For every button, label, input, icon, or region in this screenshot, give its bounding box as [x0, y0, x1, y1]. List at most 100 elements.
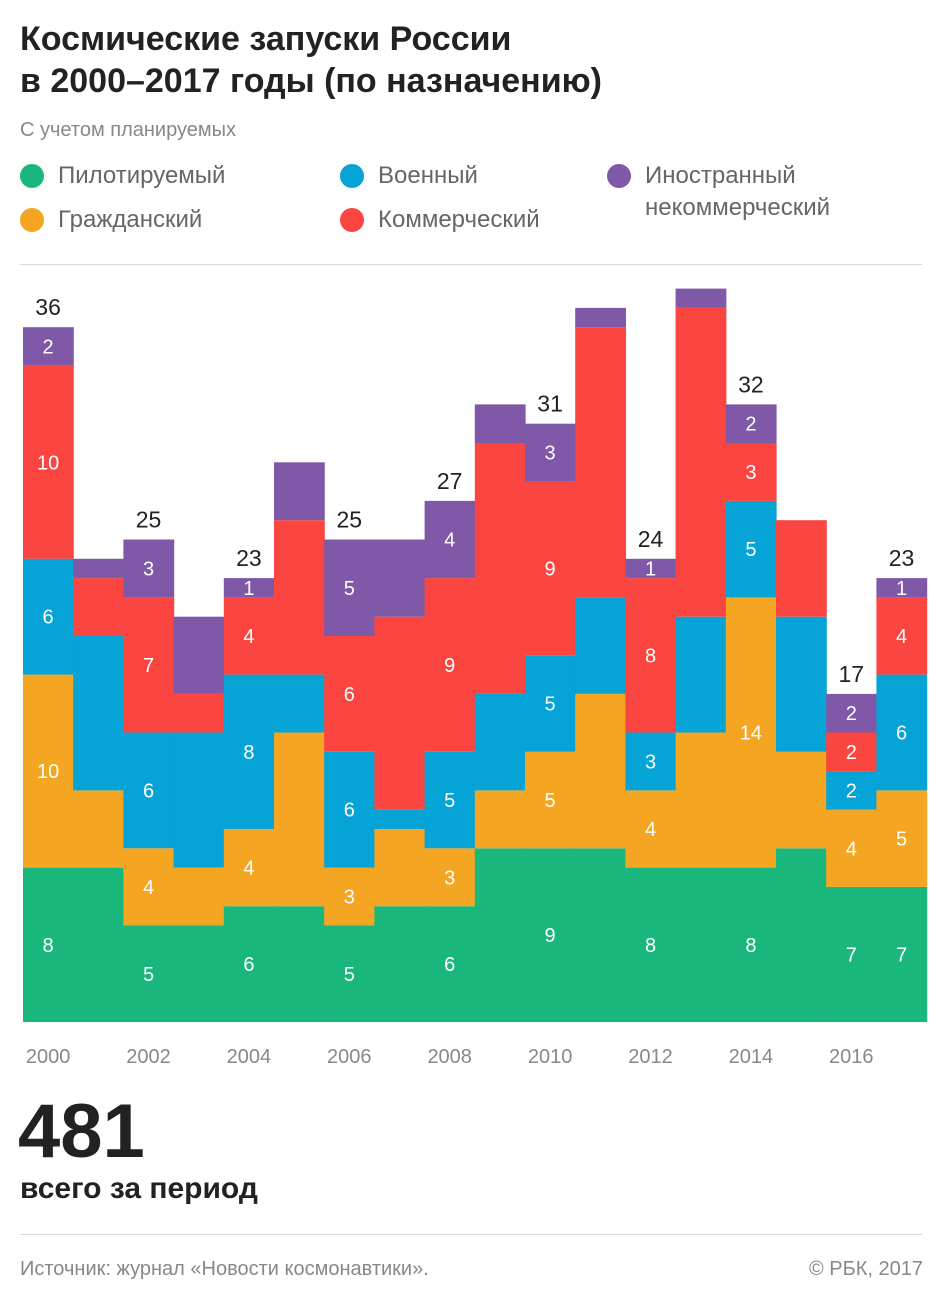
x-tick-label-2000: 2000	[26, 1046, 71, 1068]
bar-segment-2015-0	[776, 848, 827, 1022]
data-label-2012-4: 1	[645, 558, 656, 580]
data-label-2002-3: 7	[143, 655, 154, 677]
bar-segment-2004-0	[223, 906, 275, 1022]
bar-segment-2016-1	[826, 809, 877, 887]
data-label-2000-1: 10	[37, 761, 59, 783]
data-label-2008-2: 5	[444, 790, 455, 812]
bar-segment-2014-0	[725, 867, 777, 1022]
data-label-2000-2: 6	[43, 607, 54, 629]
data-label-2004-1: 4	[243, 858, 254, 880]
data-label-2010-2: 5	[545, 694, 556, 716]
bar-segment-2010-0	[525, 848, 576, 1022]
bar-segment-2016-0	[826, 886, 877, 1022]
total-label-2017: 23	[889, 545, 915, 571]
data-label-2004-0: 6	[243, 954, 254, 976]
x-tick-label-2010: 2010	[528, 1046, 573, 1068]
legend-item-foreign-noncommercial: Иностранный некоммерческий	[607, 160, 857, 224]
bar-segment-2012-4	[625, 558, 677, 579]
data-label-2000-0: 8	[43, 935, 54, 957]
bar-segment-2015-1	[776, 751, 827, 849]
bar-segment-2011-3	[575, 327, 626, 598]
data-label-2016-1: 4	[846, 838, 857, 860]
bar-segment-2008-3	[424, 578, 476, 752]
title-line-1: Космические запуски России	[20, 20, 512, 58]
bar-segment-2009-3	[474, 443, 526, 694]
legend-item-commercial: Коммерческий	[340, 204, 540, 236]
bar-segment-2001-1	[73, 790, 124, 868]
total-value: 481	[18, 1089, 145, 1174]
data-label-2006-2: 6	[344, 800, 355, 822]
bar-segment-2002-1	[123, 848, 175, 926]
bar-segment-2013-3	[675, 307, 727, 617]
bar-segment-2012-3	[625, 578, 677, 733]
data-label-2008-1: 3	[444, 867, 455, 889]
data-label-2004-4: 1	[243, 578, 254, 600]
bar-segment-2015-2	[776, 616, 827, 752]
data-label-2006-3: 6	[344, 684, 355, 706]
source-note: Источник: журнал «Новости космонавтики».	[20, 1258, 429, 1280]
data-label-2006-4: 5	[344, 578, 355, 600]
legend-label-commercial: Коммерческий	[378, 206, 540, 233]
bar-segment-2015-3	[776, 520, 827, 617]
data-label-2012-0: 8	[645, 935, 656, 957]
bar-segment-2002-4	[123, 539, 175, 598]
data-label-2010-4: 3	[545, 443, 556, 465]
data-label-2008-3: 9	[444, 655, 455, 677]
legend-label-manned: Пилотируемый	[58, 162, 226, 189]
bar-segment-2014-2	[725, 500, 777, 598]
bar-segment-2011-2	[575, 597, 626, 694]
data-label-2017-2: 6	[896, 723, 907, 745]
total-label-2010: 31	[537, 391, 563, 417]
bar-segment-2006-4	[324, 539, 375, 636]
data-label-2012-2: 3	[645, 751, 656, 773]
data-label-2000-4: 2	[43, 337, 54, 359]
legend-label-foreign-noncommercial: Иностранный некоммерческий	[645, 162, 831, 221]
data-label-2017-4: 1	[896, 578, 907, 600]
x-tick-label-2016: 2016	[829, 1046, 874, 1068]
bar-segment-2007-4	[374, 539, 426, 617]
legend-dot-civil	[20, 208, 44, 232]
bar-segment-2006-1	[324, 867, 375, 926]
bar-segment-2001-3	[73, 578, 124, 636]
bar-segment-2011-0	[575, 848, 626, 1022]
bar-segment-2006-2	[324, 751, 375, 868]
data-label-2017-0: 7	[896, 944, 907, 966]
data-label-2010-3: 9	[545, 558, 556, 580]
bar-segment-2004-3	[223, 597, 275, 675]
bar-segment-2017-4	[876, 578, 928, 598]
data-label-2010-0: 9	[545, 925, 556, 947]
data-label-2014-0: 8	[745, 935, 756, 957]
bar-segment-2009-4	[474, 404, 526, 443]
bar-segment-2005-0	[274, 906, 325, 1022]
bar-segment-2017-3	[876, 597, 928, 675]
data-label-2012-3: 8	[645, 645, 656, 667]
data-label-2014-1: 14	[740, 723, 762, 745]
bar-segment-2002-0	[123, 925, 175, 1022]
data-label-2012-1: 4	[645, 819, 656, 841]
copyright: © РБК, 2017	[808, 1258, 923, 1280]
data-label-2002-0: 5	[143, 964, 154, 986]
bar-segment-2006-0	[324, 925, 375, 1022]
x-tick-label-2014: 2014	[729, 1046, 774, 1068]
bar-segment-2000-2	[23, 558, 74, 675]
bar-segment-2005-2	[274, 674, 325, 733]
bar-segment-2016-2	[826, 771, 877, 810]
bar-segment-2011-1	[575, 693, 626, 849]
bar-segment-2013-2	[675, 616, 727, 733]
bar-segment-2009-0	[474, 848, 526, 1022]
data-label-2010-1: 5	[545, 790, 556, 812]
data-label-2002-2: 6	[143, 780, 154, 802]
legend-dot-manned	[20, 164, 44, 188]
x-tick-label-2008: 2008	[427, 1046, 472, 1068]
bar-segment-2017-2	[876, 674, 928, 791]
bar-segment-2002-3	[123, 597, 175, 733]
bar-segment-2000-0	[23, 867, 74, 1022]
bar-segment-2009-2	[474, 693, 526, 791]
data-label-2014-3: 3	[745, 462, 756, 484]
chart-title: Космические запуски России в 2000–2017 г…	[20, 18, 920, 102]
data-label-2006-0: 5	[344, 964, 355, 986]
total-label-2016: 17	[839, 661, 865, 687]
total-label-2004: 23	[236, 545, 262, 571]
data-label-2002-4: 3	[143, 558, 154, 580]
bar-segment-2010-2	[525, 655, 576, 752]
